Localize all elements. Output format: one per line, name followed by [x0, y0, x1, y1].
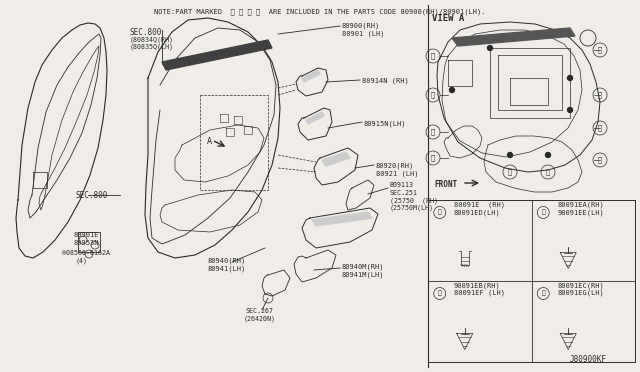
- Text: SEC.267: SEC.267: [246, 308, 274, 314]
- Circle shape: [508, 153, 513, 157]
- Text: ⓐ: ⓐ: [598, 47, 602, 53]
- Text: 80921 (LH): 80921 (LH): [376, 170, 419, 176]
- Text: J80900KF: J80900KF: [570, 355, 607, 364]
- Text: (80835Q(LH): (80835Q(LH): [130, 43, 174, 49]
- Text: A: A: [207, 137, 212, 146]
- Text: ⓒ: ⓒ: [438, 291, 442, 296]
- Polygon shape: [302, 70, 320, 82]
- Text: 80901E: 80901E: [73, 232, 99, 238]
- Text: ⓓ: ⓓ: [431, 155, 435, 161]
- Text: 90091EB(RH)
80091EF (LH): 90091EB(RH) 80091EF (LH): [454, 282, 505, 296]
- Text: VIEW A: VIEW A: [432, 14, 464, 23]
- Text: SEC.800: SEC.800: [75, 191, 108, 200]
- Text: 80915N(LH): 80915N(LH): [364, 120, 406, 126]
- Polygon shape: [306, 112, 324, 124]
- Text: ®08566-6162A: ®08566-6162A: [62, 250, 110, 256]
- Polygon shape: [322, 152, 350, 166]
- Text: ⓓ: ⓓ: [598, 125, 602, 131]
- Text: 80091E  (RH)
80091ED(LH): 80091E (RH) 80091ED(LH): [454, 202, 505, 215]
- Polygon shape: [312, 212, 372, 226]
- Text: 80941M(LH): 80941M(LH): [342, 271, 385, 278]
- Text: FRONT: FRONT: [434, 180, 457, 189]
- Text: ⓒ: ⓒ: [546, 169, 550, 175]
- Circle shape: [545, 153, 550, 157]
- Text: (4): (4): [76, 258, 88, 264]
- Text: ⓑ: ⓑ: [541, 210, 545, 215]
- Text: 80091EC(RH)
80091EG(LH): 80091EC(RH) 80091EG(LH): [557, 282, 604, 296]
- Text: (25750M(LH): (25750M(LH): [390, 204, 434, 211]
- Text: 80900(RH): 80900(RH): [342, 22, 380, 29]
- Text: 80953N: 80953N: [73, 240, 99, 246]
- Text: ⓓ: ⓓ: [598, 157, 602, 163]
- Circle shape: [568, 108, 573, 112]
- Polygon shape: [452, 28, 575, 46]
- Polygon shape: [162, 40, 272, 70]
- Circle shape: [568, 76, 573, 80]
- Text: (26420N): (26420N): [244, 316, 276, 323]
- Text: (25750  (RH): (25750 (RH): [390, 197, 438, 203]
- Text: 80940M(RH): 80940M(RH): [342, 263, 385, 269]
- Text: 80901 (LH): 80901 (LH): [342, 30, 385, 36]
- Text: SEC.800: SEC.800: [130, 28, 163, 37]
- Text: ⓓ: ⓓ: [598, 92, 602, 98]
- Text: B09113: B09113: [390, 182, 414, 188]
- Text: ⓓ: ⓓ: [541, 291, 545, 296]
- Text: 80914N (RH): 80914N (RH): [362, 77, 409, 83]
- Text: ⓒ: ⓒ: [508, 169, 512, 175]
- Circle shape: [488, 45, 493, 51]
- Text: (80834Q(RH): (80834Q(RH): [130, 36, 174, 42]
- Text: ⓐ: ⓐ: [431, 129, 435, 135]
- Text: SEC.251: SEC.251: [390, 190, 418, 196]
- Text: ⓐ: ⓐ: [431, 53, 435, 59]
- Text: ⓐ: ⓐ: [438, 210, 442, 215]
- Circle shape: [449, 87, 454, 93]
- Text: ⓐ: ⓐ: [431, 92, 435, 98]
- Text: 80091EA(RH)
90091EE(LH): 80091EA(RH) 90091EE(LH): [557, 202, 604, 215]
- Text: 80941(LH): 80941(LH): [208, 266, 246, 273]
- Text: 80920(RH): 80920(RH): [376, 162, 414, 169]
- Text: NOTE:PART MARKED  ⓐ ⓑ ⓒ ⓓ  ARE INCLUDED IN THE PARTS CODE 80900(RH)/80901(LH).: NOTE:PART MARKED ⓐ ⓑ ⓒ ⓓ ARE INCLUDED IN…: [154, 8, 486, 15]
- Text: 80940(RH): 80940(RH): [208, 258, 246, 264]
